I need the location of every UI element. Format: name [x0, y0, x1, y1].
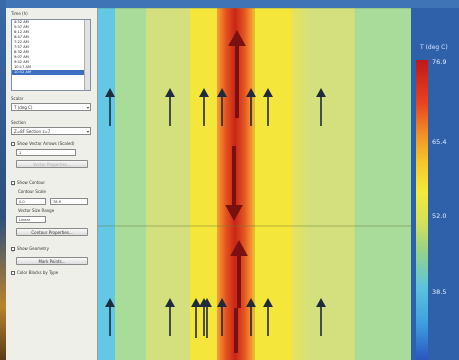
- contour-max-input[interactable]: 78.9: [50, 198, 88, 205]
- contour-max-value: 78.9: [53, 200, 62, 204]
- time-list-item[interactable]: 8:32 AM: [14, 50, 29, 54]
- legend-tick: 65.4: [432, 138, 447, 146]
- time-list-item[interactable]: 6:12 AM: [14, 30, 29, 34]
- vector-arrow-head: [246, 88, 256, 97]
- show-geometry-checkbox[interactable]: ✓ Show Geometry: [11, 246, 50, 253]
- colorbar: [416, 60, 428, 360]
- vector-arrow-head: [246, 298, 256, 307]
- range-input[interactable]: Linear: [16, 216, 46, 223]
- contour-properties-button[interactable]: Contour Properties...: [16, 228, 88, 236]
- vector-arrow-head: [228, 30, 246, 46]
- vector-arrow-head: [191, 298, 201, 307]
- vector-arrow-head: [316, 88, 326, 97]
- contour-min-input[interactable]: 0.0: [16, 198, 46, 205]
- time-list-scrollbar[interactable]: [84, 20, 90, 90]
- chevron-down-icon: ▾: [86, 105, 89, 110]
- vector-arrow-head: [230, 240, 248, 256]
- vector-arrow-head: [199, 88, 209, 97]
- vector-step-input[interactable]: 1: [16, 149, 76, 156]
- vector-arrows-overlay: [98, 8, 411, 360]
- temperature-contour-plot[interactable]: [98, 8, 411, 360]
- legend-tick: 52.0: [432, 212, 447, 220]
- section-dropdown-value: Z=8F Section z=7: [14, 129, 51, 134]
- scalar-label: Scalar: [11, 96, 24, 101]
- vector-arrow-head: [217, 298, 227, 307]
- contour-scale-label: Contour Scale: [18, 189, 47, 194]
- range-value: Linear: [19, 218, 31, 222]
- scalar-dropdown[interactable]: T (deg C) ▾: [11, 103, 91, 111]
- checkbox-box[interactable]: ✓: [11, 181, 16, 187]
- time-list-item[interactable]: 7:57 AM: [14, 45, 29, 49]
- color-blocks-label: Color Blocks by Type: [17, 270, 59, 275]
- legend-title: T (deg C): [420, 44, 448, 51]
- show-vectors-label: Show Vector Arrows (Scaled): [17, 141, 75, 146]
- time-list-item[interactable]: 6:47 AM: [14, 35, 29, 39]
- desktop-background: [0, 0, 6, 360]
- contour-min-value: 0.0: [19, 200, 25, 204]
- show-contour-checkbox[interactable]: ✓ Show Contour: [11, 180, 46, 187]
- control-panel: Time (h) 4:52 AM 5:37 AM 6:12 AM 6:47 AM 7:2…: [6, 8, 98, 360]
- time-list-item[interactable]: 4:52 AM: [14, 20, 29, 24]
- time-list[interactable]: 4:52 AM 5:37 AM 6:12 AM 6:47 AM 7:22 AM 7:57 …: [11, 19, 91, 91]
- time-list-item[interactable]: 9:42 AM: [14, 60, 29, 64]
- scalar-dropdown-value: T (deg C): [14, 105, 33, 110]
- color-legend: T (deg C) 76.9 65.4 52.0 38.5: [411, 8, 459, 360]
- time-list-item[interactable]: 9:07 AM: [14, 55, 29, 59]
- vector-arrow-head: [165, 298, 175, 307]
- section-dropdown[interactable]: Z=8F Section z=7 ▾: [11, 127, 91, 135]
- chevron-down-icon: ▾: [86, 129, 89, 134]
- time-list-item[interactable]: 10:52 AM: [12, 70, 90, 75]
- vector-arrow-head: [263, 298, 273, 307]
- vector-arrow-head: [105, 298, 115, 307]
- checkbox-box[interactable]: ✓: [11, 247, 16, 253]
- mark-points-button[interactable]: Mark Points...: [16, 257, 88, 265]
- vector-arrow-head: [105, 88, 115, 97]
- time-list-label: Time (h): [11, 11, 28, 16]
- show-contour-label: Show Contour: [17, 180, 46, 185]
- show-vectors-checkbox[interactable]: Show Vector Arrows (Scaled): [11, 141, 74, 146]
- legend-tick: 76.9: [432, 58, 447, 66]
- vector-step-value: 1: [19, 151, 22, 155]
- section-label: Section: [11, 120, 26, 125]
- vector-arrow-head: [225, 205, 243, 221]
- checkbox-box[interactable]: [11, 271, 15, 275]
- time-list-item[interactable]: 5:37 AM: [14, 25, 29, 29]
- vector-arrow-head: [217, 88, 227, 97]
- legend-tick: 38.5: [432, 288, 447, 296]
- vector-arrow-head: [316, 298, 326, 307]
- time-list-item[interactable]: 10:17 AM: [14, 65, 32, 69]
- color-blocks-checkbox[interactable]: Color Blocks by Type: [11, 270, 58, 275]
- checkbox-box[interactable]: [11, 142, 15, 146]
- range-label: Vector Size Range: [18, 208, 55, 213]
- window-top-bar: [0, 0, 459, 8]
- time-list-item[interactable]: 7:22 AM: [14, 40, 29, 44]
- vector-arrow-head: [165, 88, 175, 97]
- vector-properties-button[interactable]: Vector Properties...: [16, 160, 88, 168]
- show-geometry-label: Show Geometry: [17, 246, 50, 251]
- vector-arrow-head: [263, 88, 273, 97]
- vector-arrow-head: [202, 298, 212, 307]
